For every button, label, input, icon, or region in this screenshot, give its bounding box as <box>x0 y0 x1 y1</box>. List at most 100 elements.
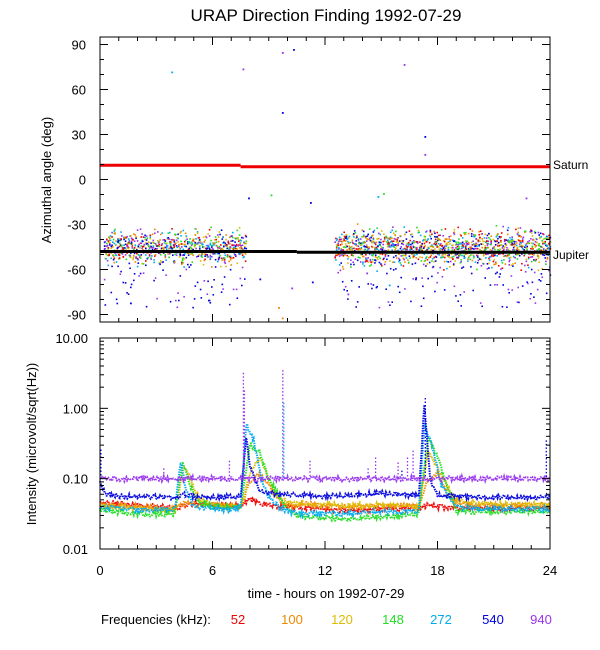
azimuth-point <box>343 246 345 248</box>
azimuth-point <box>203 259 206 262</box>
azimuth-point <box>112 258 115 261</box>
azimuth-point <box>114 228 116 231</box>
azimuth-point <box>395 230 397 233</box>
azimuth-point <box>534 246 537 248</box>
azimuth-point <box>377 232 380 235</box>
azimuth-point <box>129 242 131 245</box>
azimuth-point <box>364 241 366 244</box>
azimuth-point <box>500 268 502 270</box>
azimuth-point <box>232 256 235 259</box>
azimuth-outlier <box>171 71 174 74</box>
azimuth-point <box>544 257 546 259</box>
azimuth-point <box>543 254 546 256</box>
azimuth-point <box>518 245 521 248</box>
azimuth-point <box>392 256 395 259</box>
azimuth-point <box>199 239 201 241</box>
azimuth-point <box>181 261 183 263</box>
azimuth-point <box>384 237 387 240</box>
azimuth-point <box>362 261 364 263</box>
azimuth-point <box>453 285 456 288</box>
azimuth-point <box>476 254 479 257</box>
azimuth-point <box>422 263 425 266</box>
azimuth-point <box>221 238 224 240</box>
azimuth-point <box>133 273 136 275</box>
azimuth-point <box>463 232 465 234</box>
azimuth-point <box>240 245 242 247</box>
azimuth-point <box>485 241 487 244</box>
azimuth-point <box>241 244 244 247</box>
azimuth-point <box>407 259 409 261</box>
azimuth-point <box>480 265 483 267</box>
azimuth-point <box>518 234 521 237</box>
azimuth-point <box>524 230 526 233</box>
azimuth-point <box>511 289 513 291</box>
azimuth-point <box>441 254 444 256</box>
azimuth-point <box>223 241 225 244</box>
azimuth-point <box>506 249 508 251</box>
azimuth-point <box>244 253 247 255</box>
azimuth-point <box>173 246 176 248</box>
azimuth-point <box>133 248 135 250</box>
azimuth-point <box>208 235 211 237</box>
azimuth-point <box>203 253 206 255</box>
azimuth-point <box>515 241 517 243</box>
azimuth-point <box>392 245 395 247</box>
azimuth-point <box>407 244 410 246</box>
azimuth-point <box>431 275 433 278</box>
azimuth-point <box>433 243 435 245</box>
azimuth-point <box>227 241 230 244</box>
azimuth-point <box>403 258 405 261</box>
azimuth-point <box>136 265 139 268</box>
legend-item-940: 940 <box>530 612 552 627</box>
azimuth-point <box>209 256 212 258</box>
azimuth-point <box>402 240 405 242</box>
azimuth-point <box>211 249 213 251</box>
azimuth-point <box>521 240 524 242</box>
azimuth-point <box>528 240 531 242</box>
azimuth-point <box>384 261 387 263</box>
azimuth-point <box>389 246 392 248</box>
azimuth-point <box>518 243 521 246</box>
azimuth-point <box>435 256 438 258</box>
azimuth-point <box>166 248 168 250</box>
azimuth-point <box>455 248 458 250</box>
azimuth-point <box>151 233 154 235</box>
azimuth-point <box>177 292 179 294</box>
azimuth-point <box>111 244 113 247</box>
azimuth-point <box>214 258 217 261</box>
azimuth-point <box>527 264 529 266</box>
azimuth-point <box>362 230 365 233</box>
azimuth-point <box>344 243 347 245</box>
azimuth-point <box>509 242 511 244</box>
azimuth-point <box>452 255 455 258</box>
azimuth-point <box>525 243 528 245</box>
azimuth-point <box>372 231 375 233</box>
azimuth-point <box>453 233 456 236</box>
azimuth-point <box>488 257 490 260</box>
azimuth-point <box>457 226 459 229</box>
azimuth-point <box>400 264 402 266</box>
azimuth-point <box>460 235 462 237</box>
azimuth-point <box>443 249 446 251</box>
azimuth-point <box>142 245 145 248</box>
azimuth-point <box>170 238 173 241</box>
azimuth-point <box>500 241 502 243</box>
azimuth-point <box>546 244 549 247</box>
azimuth-point <box>369 260 372 262</box>
azimuth-point <box>400 276 402 279</box>
azimuth-point <box>398 240 401 242</box>
azimuth-point <box>141 262 143 265</box>
azimuth-point <box>109 235 112 237</box>
azimuth-point <box>376 256 378 259</box>
azimuth-point <box>382 243 384 246</box>
azimuth-point <box>470 254 472 256</box>
azimuth-point <box>492 238 495 241</box>
azimuth-point <box>344 236 346 238</box>
azimuth-point <box>353 233 355 235</box>
azimuth-point <box>166 245 169 247</box>
azimuth-point <box>524 230 527 233</box>
azimuth-point <box>539 237 541 240</box>
azimuth-point <box>402 248 405 250</box>
bottom-axis-ticks: 10.001.000.100.010 6 12 18 24 <box>55 331 557 578</box>
